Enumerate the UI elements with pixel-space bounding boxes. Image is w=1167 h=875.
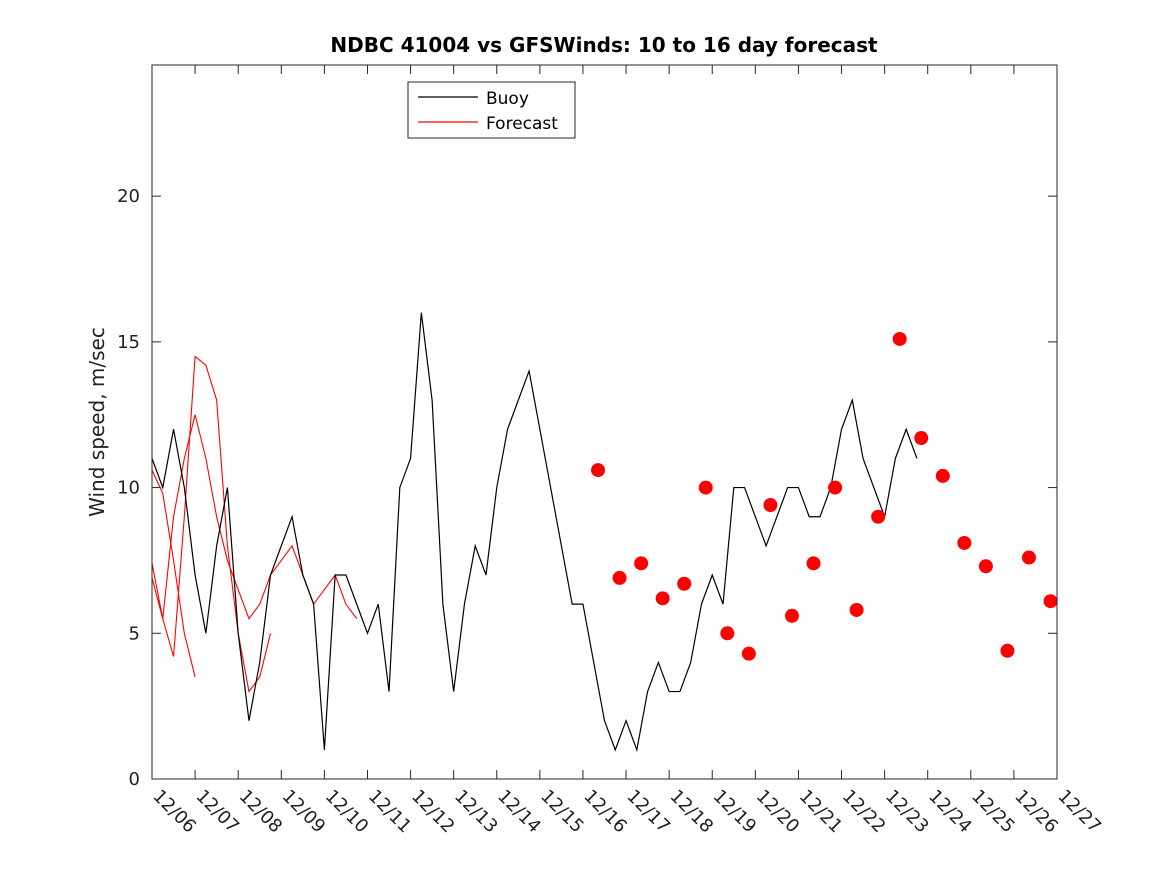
- forecast-markers: [591, 331, 1058, 661]
- forecast-marker: [784, 608, 799, 623]
- forecast-lines: [151, 355, 358, 693]
- forecast-marker: [849, 602, 864, 617]
- y-tick-label: 5: [129, 623, 140, 644]
- forecast-marker: [720, 626, 735, 641]
- forecast-marker: [591, 463, 606, 478]
- plot-area: [152, 65, 1057, 779]
- forecast-marker: [655, 591, 670, 606]
- forecast-marker: [698, 480, 713, 495]
- forecast-marker: [914, 431, 929, 446]
- forecast-marker: [741, 646, 756, 661]
- forecast-marker: [1021, 550, 1036, 565]
- y-tick-labels: 0 5 10 15 20: [117, 186, 140, 790]
- forecast-marker: [612, 570, 627, 585]
- forecast-marker: [677, 576, 692, 591]
- forecast-line: [151, 469, 196, 678]
- legend-forecast-label: Forecast: [486, 114, 558, 134]
- buoy-series-line: [151, 312, 918, 753]
- forecast-marker: [1043, 594, 1058, 609]
- y-tick-label: 0: [129, 769, 140, 790]
- forecast-marker: [935, 468, 950, 483]
- forecast-line: [151, 414, 358, 620]
- forecast-marker: [892, 331, 907, 346]
- plot-frame: [151, 64, 1058, 780]
- forecast-marker: [978, 559, 993, 574]
- legend-box: [407, 81, 576, 139]
- y-tick-label: 10: [117, 478, 140, 499]
- forecast-marker: [828, 480, 843, 495]
- forecast-marker: [763, 498, 778, 513]
- forecast-marker: [1000, 643, 1015, 658]
- y-tick-label: 20: [117, 186, 140, 207]
- forecast-line: [151, 355, 272, 693]
- forecast-marker: [634, 556, 649, 571]
- legend: Buoy Forecast: [407, 81, 576, 139]
- chart-title: NDBC 41004 vs GFSWinds: 10 to 16 day for…: [330, 33, 878, 57]
- forecast-marker: [806, 556, 821, 571]
- forecast-marker: [957, 535, 972, 550]
- y-tick-label: 15: [117, 332, 140, 353]
- y-axis-label: Wind speed, m/sec: [85, 327, 109, 517]
- forecast-marker: [871, 509, 886, 524]
- legend-buoy-label: Buoy: [486, 89, 529, 109]
